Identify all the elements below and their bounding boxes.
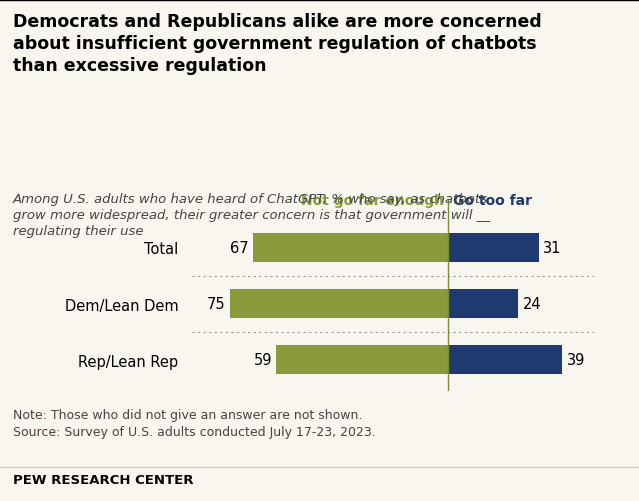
Bar [229, 290, 449, 319]
Text: 75: 75 [206, 297, 226, 312]
Bar [449, 290, 518, 319]
Bar [449, 345, 562, 375]
Text: Not go far enough: Not go far enough [301, 194, 444, 208]
Text: 31: 31 [543, 240, 562, 256]
Text: Among U.S. adults who have heard of ChatGPT, % who say, as chatbots
grow more wi: Among U.S. adults who have heard of Chat… [13, 193, 489, 238]
Text: Go too far: Go too far [453, 194, 532, 208]
Text: 67: 67 [230, 240, 249, 256]
Text: Note: Those who did not give an answer are not shown.
Source: Survey of U.S. adu: Note: Those who did not give an answer a… [13, 408, 376, 438]
Bar [276, 345, 449, 375]
Text: Democrats and Republicans alike are more concerned
about insufficient government: Democrats and Republicans alike are more… [13, 13, 541, 75]
Text: 59: 59 [254, 353, 272, 367]
Text: 24: 24 [523, 297, 541, 312]
Text: 39: 39 [567, 353, 585, 367]
Bar [449, 233, 539, 263]
Text: PEW RESEARCH CENTER: PEW RESEARCH CENTER [13, 473, 193, 486]
Bar [253, 233, 449, 263]
